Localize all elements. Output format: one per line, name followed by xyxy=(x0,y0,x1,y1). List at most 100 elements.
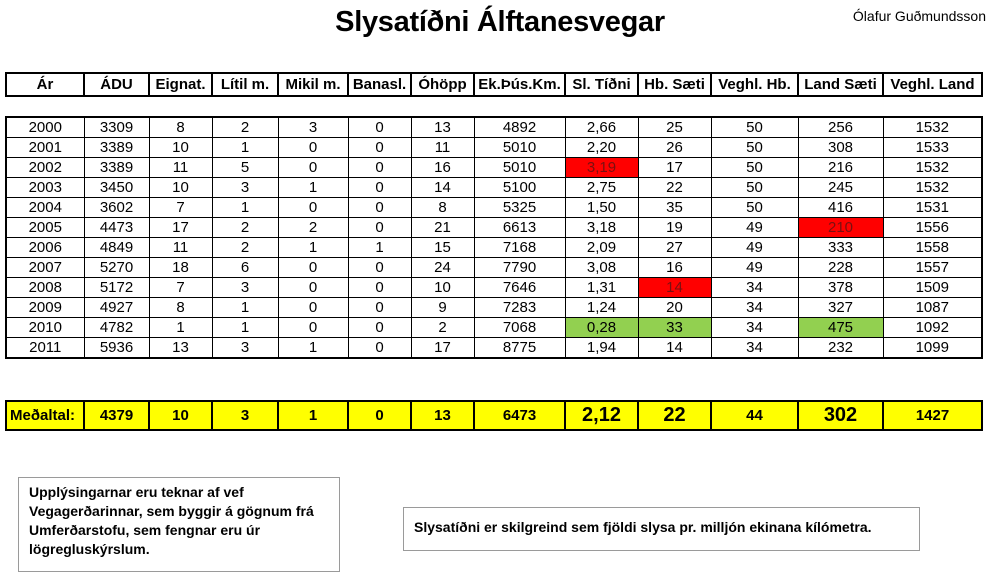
table-cell: 0 xyxy=(277,277,349,298)
table-cell: 4892 xyxy=(473,116,566,138)
table-cell: 0 xyxy=(347,317,412,338)
table-cell: 0 xyxy=(347,337,412,359)
table-cell: 50 xyxy=(710,177,799,198)
table-row: 2008 5172 7 3 0 0 10 7646 1,31 14 34 378 1509 xyxy=(5,277,983,298)
table-cell: 1092 xyxy=(882,317,983,338)
table-cell: 3,19 xyxy=(564,157,639,178)
table-cell: 4927 xyxy=(83,297,150,318)
table-cell: 11 xyxy=(148,237,213,258)
table-cell: 5325 xyxy=(473,197,566,218)
table-cell: 245 xyxy=(797,177,884,198)
table-cell: 216 xyxy=(797,157,884,178)
table-cell: 5100 xyxy=(473,177,566,198)
average-cell: 2,12 xyxy=(564,400,639,431)
table-cell: 35 xyxy=(637,197,712,218)
table-cell: 15 xyxy=(410,237,475,258)
table-cell: 2,09 xyxy=(564,237,639,258)
table-cell: 8 xyxy=(148,297,213,318)
average-cell: 4379 xyxy=(83,400,150,431)
average-row-table: Meðaltal: 4379 10 3 1 0 13 6473 2,12 22 … xyxy=(5,400,983,431)
table-cell: 0 xyxy=(347,217,412,238)
year-cell: 2009 xyxy=(5,297,85,318)
average-cell: 44 xyxy=(710,400,799,431)
table-cell: 1 xyxy=(277,337,349,359)
table-cell: 50 xyxy=(710,116,799,138)
table-cell: 3 xyxy=(211,177,279,198)
table-cell: 378 xyxy=(797,277,884,298)
table-cell: 10 xyxy=(148,137,213,158)
table-cell: 0 xyxy=(277,257,349,278)
table-cell: 0 xyxy=(277,317,349,338)
table-row: 2009 4927 8 1 0 0 9 7283 1,24 20 34 327 1087 xyxy=(5,297,983,318)
table-cell: 2,20 xyxy=(564,137,639,158)
column-header: Óhöpp xyxy=(410,72,475,97)
table-cell: 6 xyxy=(211,257,279,278)
table-cell: 308 xyxy=(797,137,884,158)
average-cell: 10 xyxy=(148,400,213,431)
table-cell: 33 xyxy=(637,317,712,338)
table-cell: 1087 xyxy=(882,297,983,318)
table-cell: 3309 xyxy=(83,116,150,138)
table-cell: 3602 xyxy=(83,197,150,218)
table-cell: 16 xyxy=(637,257,712,278)
table-cell: 0 xyxy=(347,297,412,318)
table-cell: 4782 xyxy=(83,317,150,338)
column-header: ÁDU xyxy=(83,72,150,97)
table-cell: 3 xyxy=(211,277,279,298)
table-cell: 2 xyxy=(277,217,349,238)
table-cell: 4473 xyxy=(83,217,150,238)
table-cell: 1,24 xyxy=(564,297,639,318)
table-cell: 0 xyxy=(277,297,349,318)
table-cell: 1,31 xyxy=(564,277,639,298)
table-cell: 7646 xyxy=(473,277,566,298)
table-cell: 0 xyxy=(347,257,412,278)
table-cell: 7 xyxy=(148,277,213,298)
table-cell: 3 xyxy=(277,116,349,138)
table-cell: 210 xyxy=(797,217,884,238)
table-cell: 0 xyxy=(277,197,349,218)
table-cell: 50 xyxy=(710,157,799,178)
table-cell: 25 xyxy=(637,116,712,138)
table-cell: 10 xyxy=(148,177,213,198)
table-cell: 4849 xyxy=(83,237,150,258)
column-header: Lítil m. xyxy=(211,72,279,97)
table-cell: 34 xyxy=(710,297,799,318)
table-cell: 1 xyxy=(211,317,279,338)
table-cell: 20 xyxy=(637,297,712,318)
table-cell: 1532 xyxy=(882,177,983,198)
table-cell: 2,66 xyxy=(564,116,639,138)
table-cell: 11 xyxy=(410,137,475,158)
table-cell: 17 xyxy=(148,217,213,238)
table-cell: 416 xyxy=(797,197,884,218)
table-cell: 16 xyxy=(410,157,475,178)
year-cell: 2005 xyxy=(5,217,85,238)
table-cell: 228 xyxy=(797,257,884,278)
table-cell: 34 xyxy=(710,337,799,359)
table-cell: 1099 xyxy=(882,337,983,359)
table-cell: 5270 xyxy=(83,257,150,278)
column-header: Land Sæti xyxy=(797,72,884,97)
column-header: Ár xyxy=(5,72,85,97)
table-cell: 7 xyxy=(148,197,213,218)
year-cell: 2000 xyxy=(5,116,85,138)
table-cell: 49 xyxy=(710,237,799,258)
table-cell: 7168 xyxy=(473,237,566,258)
table-row: 2000 3309 8 2 3 0 13 4892 2,66 25 50 256 1532 xyxy=(5,116,983,138)
average-cell: 302 xyxy=(797,400,884,431)
table-row: 2004 3602 7 1 0 0 8 5325 1,50 35 50 416 1531 xyxy=(5,197,983,218)
table-cell: 1 xyxy=(347,237,412,258)
table-cell: 1558 xyxy=(882,237,983,258)
average-cell: 1 xyxy=(277,400,349,431)
table-cell: 232 xyxy=(797,337,884,359)
year-cell: 2004 xyxy=(5,197,85,218)
average-cell: 22 xyxy=(637,400,712,431)
data-table: 2000 3309 8 2 3 0 13 4892 2,66 25 50 256 1532 2001 338… xyxy=(5,116,983,359)
table-cell: 1 xyxy=(211,197,279,218)
average-cell: 1427 xyxy=(882,400,983,431)
table-cell: 50 xyxy=(710,137,799,158)
table-cell: 3,08 xyxy=(564,257,639,278)
table-cell: 256 xyxy=(797,116,884,138)
average-cell: 0 xyxy=(347,400,412,431)
table-cell: 2 xyxy=(211,116,279,138)
year-cell: 2002 xyxy=(5,157,85,178)
